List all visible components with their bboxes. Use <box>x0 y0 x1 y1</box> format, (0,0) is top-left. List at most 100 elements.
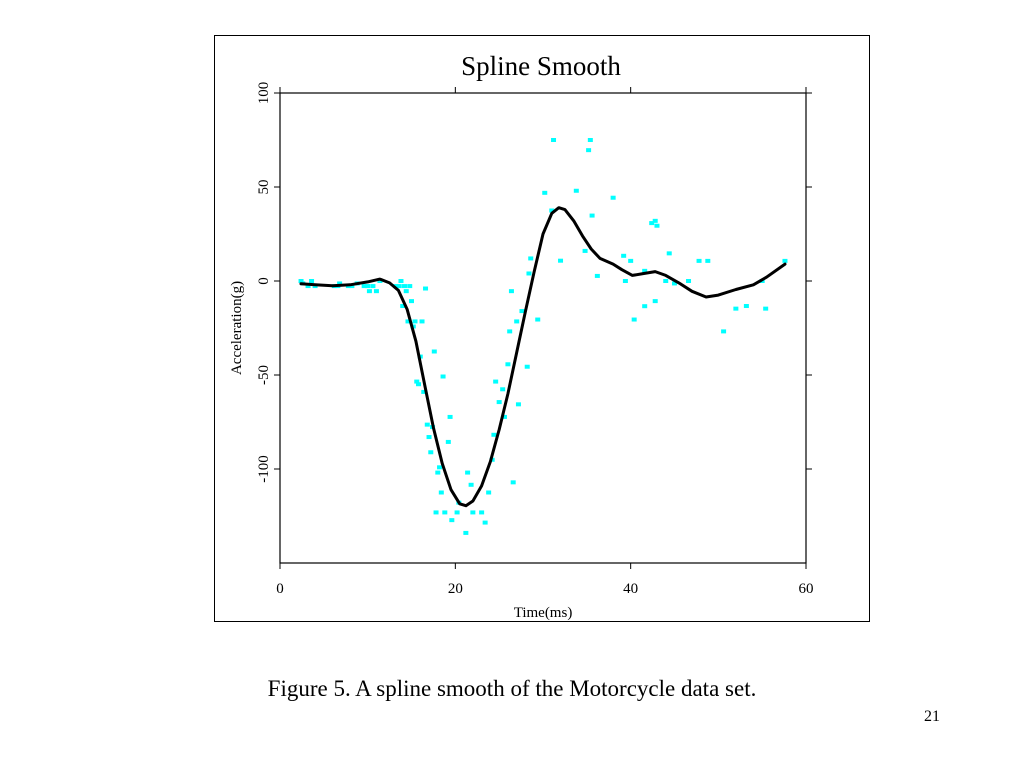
scatter-point <box>514 319 520 324</box>
scatter-point <box>510 480 516 485</box>
scatter-point <box>398 279 404 283</box>
scatter-point <box>686 279 692 283</box>
x-tick-label: 60 <box>799 581 814 597</box>
scatter-point <box>412 319 418 324</box>
figure-caption: Figure 5. A spline smooth of the Motorcy… <box>267 676 757 701</box>
scatter-point <box>426 435 432 440</box>
plot-area-frame <box>279 92 807 564</box>
y-tick-label: 0 <box>256 277 272 285</box>
scatter-point <box>549 208 555 213</box>
scatter-point <box>373 289 379 294</box>
scatter-point <box>610 195 616 200</box>
x-axis: 0 20 40 60 <box>276 563 814 597</box>
scatter-point <box>396 284 402 289</box>
scatter-point <box>508 289 514 294</box>
scatter-point <box>366 289 372 294</box>
scatter-point <box>505 362 511 367</box>
scatter-point <box>463 530 469 535</box>
scatter-point <box>519 309 525 314</box>
scatter-point <box>431 349 437 354</box>
scatter-point <box>400 304 406 309</box>
scatter-point <box>628 258 634 263</box>
scatter-point <box>479 510 485 515</box>
right-axis-ticks <box>806 92 812 470</box>
scatter-point <box>407 284 413 289</box>
scatter-point <box>377 279 383 283</box>
scatter-point <box>528 256 534 261</box>
top-axis-ticks <box>279 87 807 93</box>
scatter-point <box>370 284 376 289</box>
scatter-point <box>305 284 311 289</box>
scatter-point <box>496 400 502 405</box>
y-tick-label: 100 <box>256 82 272 105</box>
scatter-point <box>782 258 788 263</box>
scatter-point <box>401 284 407 289</box>
scatter-point <box>573 188 579 193</box>
scatter-point <box>438 490 444 495</box>
y-tick-label: -100 <box>256 455 272 483</box>
scatter-point <box>309 279 315 283</box>
scatter-point <box>423 286 429 291</box>
scatter-point <box>733 306 739 311</box>
scatter-point <box>622 279 628 283</box>
scatter-point <box>507 329 513 334</box>
scatter-point <box>424 422 430 427</box>
scatter-point <box>652 218 658 223</box>
scatter-point <box>337 281 343 286</box>
scatter-point <box>587 138 593 142</box>
scatter-points <box>298 138 788 535</box>
scatter-point <box>440 374 446 379</box>
scatter-point <box>298 279 304 283</box>
scatter-point <box>414 379 420 384</box>
scatter-point <box>442 510 448 515</box>
scatter-point <box>449 518 455 523</box>
scatter-point <box>393 284 399 289</box>
x-tick-label: 0 <box>276 581 284 597</box>
scatter-point <box>501 414 507 419</box>
scatter-point <box>649 221 655 226</box>
scatter-point <box>652 299 658 304</box>
scatter-point <box>524 364 530 369</box>
scatter-point <box>535 317 541 322</box>
scatter-point <box>468 482 474 487</box>
y-tick-label: 50 <box>256 180 272 195</box>
scatter-point <box>435 470 441 475</box>
scatter-point <box>586 148 592 153</box>
y-axis: -100 -50 0 50 100 <box>256 82 280 483</box>
scatter-point <box>403 289 409 294</box>
scatter-point <box>433 510 439 515</box>
scatter-point <box>594 273 600 278</box>
scatter-point <box>551 138 557 142</box>
scatter-point <box>409 299 414 304</box>
scatter-point <box>654 223 660 228</box>
x-tick-label: 40 <box>623 581 638 597</box>
page-number: 21 <box>924 708 940 725</box>
scatter-point <box>482 520 488 525</box>
scatter-point <box>361 284 367 289</box>
scatter-point <box>642 304 648 309</box>
scatter-point <box>705 258 711 263</box>
scatter-point <box>696 258 702 263</box>
smooth-curve <box>299 206 787 508</box>
scatter-point <box>445 439 451 444</box>
scatter-point <box>365 284 371 289</box>
figure-frame <box>214 35 870 622</box>
scatter-point <box>558 258 564 263</box>
scatter-point <box>470 510 476 515</box>
scatter-point <box>515 402 521 407</box>
scatter-point <box>493 379 499 384</box>
scatter-point <box>642 268 648 273</box>
scatter-point <box>743 304 749 309</box>
scatter-point <box>582 248 588 253</box>
scatter-point <box>672 281 677 286</box>
scatter-point <box>666 251 672 256</box>
scatter-point <box>486 490 492 495</box>
scatter-point <box>437 465 443 470</box>
scatter-point <box>631 317 637 322</box>
scatter-point <box>542 190 548 195</box>
scatter-point <box>454 510 460 515</box>
scatter-point <box>721 329 727 334</box>
scatter-point <box>349 284 355 289</box>
